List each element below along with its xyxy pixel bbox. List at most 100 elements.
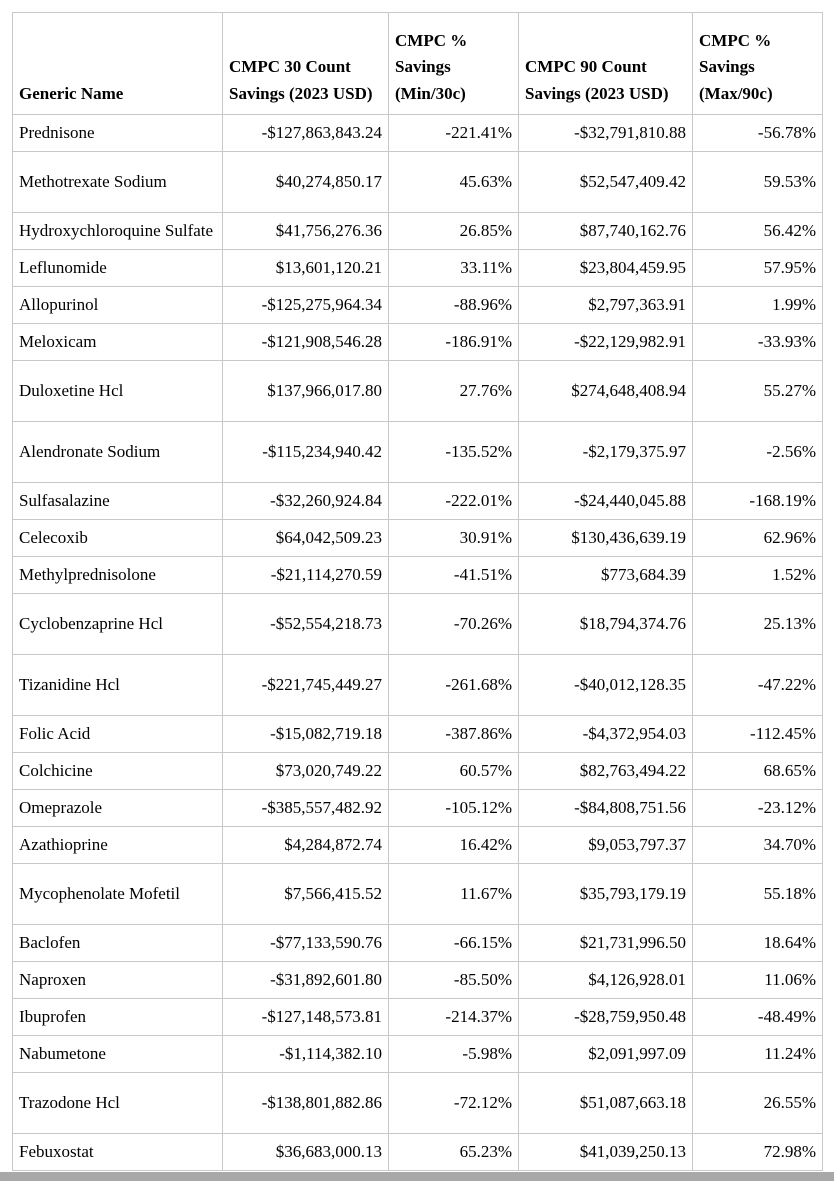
table-row: Ibuprofen -$127,148,573.81 -214.37% -$28,75… — [12, 998, 823, 1036]
value-cell: -$28,759,950.48 — [518, 998, 693, 1036]
value-cell: 26.55% — [692, 1072, 823, 1134]
table-row: Trazodone Hcl -$138,801,882.86 -72.12% $51,… — [12, 1072, 823, 1134]
generic-name-cell: Sulfasalazine — [12, 482, 223, 520]
value-cell: -23.12% — [692, 789, 823, 827]
value-cell: $137,966,017.80 — [222, 360, 389, 422]
value-cell: 56.42% — [692, 212, 823, 250]
value-cell: $35,793,179.19 — [518, 863, 693, 925]
value-cell: $87,740,162.76 — [518, 212, 693, 250]
table-header: Generic Name CMPC 30 Count Savings (2023 … — [12, 12, 823, 115]
generic-name-cell: Febuxostat — [12, 1133, 223, 1171]
value-cell: -5.98% — [388, 1035, 519, 1073]
table-row: Methylprednisolone -$21,114,270.59 -41.51%… — [12, 556, 823, 594]
generic-name-cell: Duloxetine Hcl — [12, 360, 223, 422]
table-row: Azathioprine $4,284,872.74 16.42% $9,053,79… — [12, 826, 823, 864]
value-cell: -105.12% — [388, 789, 519, 827]
value-cell: -261.68% — [388, 654, 519, 716]
value-cell: $82,763,494.22 — [518, 752, 693, 790]
value-cell: $36,683,000.13 — [222, 1133, 389, 1171]
savings-table: Generic Name CMPC 30 Count Savings (2023 … — [12, 12, 823, 1171]
value-cell: 62.96% — [692, 519, 823, 557]
value-cell: -$385,557,482.92 — [222, 789, 389, 827]
value-cell: 11.24% — [692, 1035, 823, 1073]
value-cell: -112.45% — [692, 715, 823, 753]
value-cell: $73,020,749.22 — [222, 752, 389, 790]
value-cell: -$1,114,382.10 — [222, 1035, 389, 1073]
value-cell: $41,756,276.36 — [222, 212, 389, 250]
value-cell: -70.26% — [388, 593, 519, 655]
generic-name-cell: Prednisone — [12, 114, 223, 152]
value-cell: -186.91% — [388, 323, 519, 361]
value-cell: -$127,863,843.24 — [222, 114, 389, 152]
value-cell: 16.42% — [388, 826, 519, 864]
column-header: Generic Name — [12, 12, 223, 115]
value-cell: $9,053,797.37 — [518, 826, 693, 864]
value-cell: -56.78% — [692, 114, 823, 152]
value-cell: $51,087,663.18 — [518, 1072, 693, 1134]
value-cell: -$115,234,940.42 — [222, 421, 389, 483]
value-cell: -135.52% — [388, 421, 519, 483]
generic-name-cell: Allopurinol — [12, 286, 223, 324]
value-cell: -$84,808,751.56 — [518, 789, 693, 827]
value-cell: $41,039,250.13 — [518, 1133, 693, 1171]
value-cell: 60.57% — [388, 752, 519, 790]
value-cell: -$125,275,964.34 — [222, 286, 389, 324]
value-cell: 1.99% — [692, 286, 823, 324]
generic-name-cell: Meloxicam — [12, 323, 223, 361]
value-cell: $52,547,409.42 — [518, 151, 693, 213]
value-cell: -72.12% — [388, 1072, 519, 1134]
generic-name-cell: Nabumetone — [12, 1035, 223, 1073]
value-cell: -221.41% — [388, 114, 519, 152]
column-header: CMPC 30 Count Savings (2023 USD) — [222, 12, 389, 115]
value-cell: -$2,179,375.97 — [518, 421, 693, 483]
value-cell: -88.96% — [388, 286, 519, 324]
column-header: CMPC % Savings (Max/90c) — [692, 12, 823, 115]
value-cell: $130,436,639.19 — [518, 519, 693, 557]
table-row: Febuxostat $36,683,000.13 65.23% $41,039,25… — [12, 1133, 823, 1171]
table-row: Omeprazole -$385,557,482.92 -105.12% -$84,8… — [12, 789, 823, 827]
table-row: Duloxetine Hcl $137,966,017.80 27.76% $274,… — [12, 360, 823, 422]
column-header: CMPC 90 Count Savings (2023 USD) — [518, 12, 693, 115]
value-cell: $2,091,997.09 — [518, 1035, 693, 1073]
generic-name-cell: Azathioprine — [12, 826, 223, 864]
generic-name-cell: Alendronate Sodium — [12, 421, 223, 483]
value-cell: -168.19% — [692, 482, 823, 520]
value-cell: -$24,440,045.88 — [518, 482, 693, 520]
value-cell: 11.67% — [388, 863, 519, 925]
generic-name-cell: Cyclobenzaprine Hcl — [12, 593, 223, 655]
table-row: Alendronate Sodium -$115,234,940.42 -135.5… — [12, 421, 823, 483]
value-cell: -$31,892,601.80 — [222, 961, 389, 999]
generic-name-cell: Mycophenolate Mofetil — [12, 863, 223, 925]
value-cell: -$138,801,882.86 — [222, 1072, 389, 1134]
value-cell: -$32,260,924.84 — [222, 482, 389, 520]
table-row: Sulfasalazine -$32,260,924.84 -222.01% -$24… — [12, 482, 823, 520]
value-cell: $21,731,996.50 — [518, 924, 693, 962]
table-row: Prednisone -$127,863,843.24 -221.41% -$32,7… — [12, 114, 823, 152]
generic-name-cell: Baclofen — [12, 924, 223, 962]
value-cell: -$221,745,449.27 — [222, 654, 389, 716]
table-row: Naproxen -$31,892,601.80 -85.50% $4,126,928… — [12, 961, 823, 999]
value-cell: -$4,372,954.03 — [518, 715, 693, 753]
value-cell: $40,274,850.17 — [222, 151, 389, 213]
table-row: Methotrexate Sodium $40,274,850.17 45.63% $… — [12, 151, 823, 213]
table-row: Celecoxib $64,042,509.23 30.91% $130,436,63… — [12, 519, 823, 557]
value-cell: $13,601,120.21 — [222, 249, 389, 287]
table-row: Folic Acid -$15,082,719.18 -387.86% -$4,372… — [12, 715, 823, 753]
generic-name-cell: Methotrexate Sodium — [12, 151, 223, 213]
table-row: Tizanidine Hcl -$221,745,449.27 -261.68% -$… — [12, 654, 823, 716]
value-cell: -$127,148,573.81 — [222, 998, 389, 1036]
value-cell: -387.86% — [388, 715, 519, 753]
table-row: Mycophenolate Mofetil $7,566,415.52 11.67%… — [12, 863, 823, 925]
value-cell: 18.64% — [692, 924, 823, 962]
value-cell: -41.51% — [388, 556, 519, 594]
value-cell: -$52,554,218.73 — [222, 593, 389, 655]
horizontal-scrollbar-track[interactable] — [0, 1172, 834, 1181]
column-header: CMPC % Savings (Min/30c) — [388, 12, 519, 115]
table-row: Nabumetone -$1,114,382.10 -5.98% $2,091,997… — [12, 1035, 823, 1073]
value-cell: -48.49% — [692, 998, 823, 1036]
value-cell: -222.01% — [388, 482, 519, 520]
value-cell: -$40,012,128.35 — [518, 654, 693, 716]
value-cell: 25.13% — [692, 593, 823, 655]
generic-name-cell: Colchicine — [12, 752, 223, 790]
